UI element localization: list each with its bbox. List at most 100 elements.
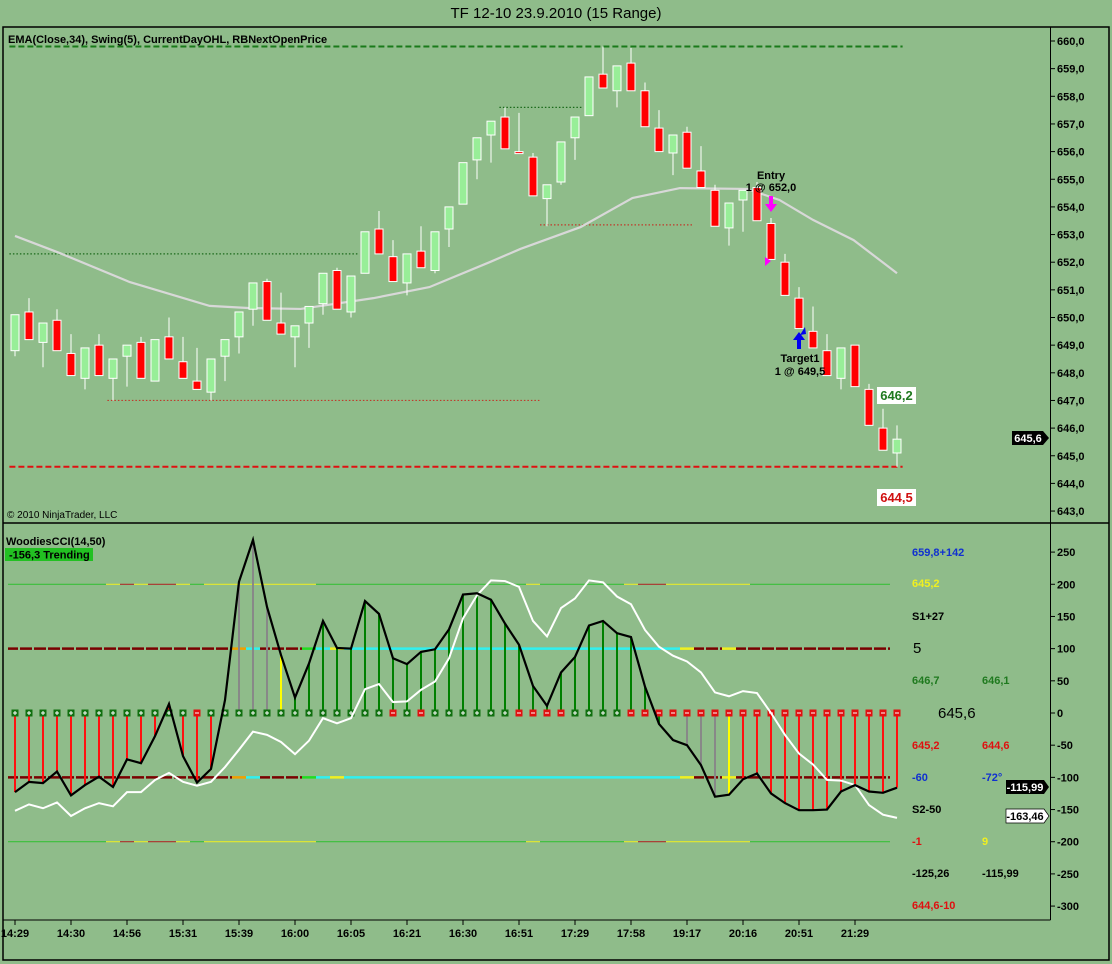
- cci-tick-label: -50: [1057, 740, 1073, 752]
- trend-status-badge: [5, 548, 93, 561]
- zero-marker-minus-icon: [781, 709, 789, 717]
- candle-body: [360, 231, 370, 274]
- cci-value-marker: -115,99: [1006, 780, 1049, 794]
- candle-body: [164, 336, 174, 360]
- zero-marker-plus-icon: [445, 709, 453, 717]
- zero-marker-plus-icon: [585, 709, 593, 717]
- cci-line: [14, 535, 898, 812]
- candle-down: [710, 184, 720, 227]
- price-tick-label: 660,0: [1057, 36, 1085, 48]
- time-tick-label: 20:16: [729, 928, 757, 940]
- trend-status: -156,3 Trending: [9, 550, 90, 562]
- zero-marker-plus-icon: [459, 709, 467, 717]
- entry-arrow-icon[interactable]: [765, 196, 777, 212]
- zero-marker-minus-icon: [515, 709, 523, 717]
- time-tick-label: 16:21: [393, 928, 421, 940]
- target-arrow-icon[interactable]: [793, 327, 806, 349]
- info-r7b: 644,6: [982, 740, 1010, 752]
- candle-body: [752, 187, 762, 222]
- zero-marker-plus-icon: [95, 709, 103, 717]
- price-tick-label: 657,0: [1057, 119, 1085, 131]
- zero-marker-minus-icon: [417, 709, 425, 717]
- tcci-line: [14, 579, 898, 819]
- candle-up: [430, 231, 440, 274]
- info-r8b: -72°: [982, 772, 1002, 784]
- candle-down: [696, 146, 706, 189]
- candle-down: [52, 309, 62, 352]
- candle-up: [220, 339, 230, 382]
- candle-body: [388, 256, 398, 283]
- candle-body: [528, 156, 538, 197]
- candle-body: [318, 272, 328, 305]
- candle-up: [304, 305, 314, 348]
- time-tick-label: 21:29: [841, 928, 869, 940]
- candle-up: [248, 282, 258, 326]
- candle-body: [66, 352, 76, 377]
- zero-marker-minus-icon: [557, 709, 565, 717]
- candle-body: [486, 120, 496, 136]
- ema-line: [14, 186, 898, 311]
- candle-body: [276, 322, 286, 335]
- info-r5b: 646,1: [982, 675, 1010, 687]
- time-tick-label: 16:00: [281, 928, 309, 940]
- candle-body: [94, 344, 104, 377]
- info-r9: S2-50: [912, 804, 941, 816]
- cci-tick-label: 0: [1057, 708, 1063, 720]
- candle-down: [654, 110, 664, 153]
- candle-up: [738, 189, 748, 232]
- price-tick-label: 650,0: [1057, 313, 1085, 325]
- time-tick-label: 14:29: [1, 928, 29, 940]
- zero-marker-plus-icon: [403, 709, 411, 717]
- candle-up: [122, 344, 132, 387]
- chart-title: TF 12-10 23.9.2010 (15 Range): [450, 5, 662, 22]
- candle-up: [150, 339, 160, 382]
- candle-down: [514, 112, 524, 155]
- time-tick-label: 17:29: [561, 928, 589, 940]
- zero-marker-plus-icon: [263, 709, 271, 717]
- zero-marker-minus-icon: [823, 709, 831, 717]
- candle-up: [206, 358, 216, 401]
- candle-down: [808, 306, 818, 349]
- zero-marker-plus-icon: [179, 709, 187, 717]
- info-r10a: -1: [912, 836, 922, 848]
- info-r5a: 646,7: [912, 675, 940, 687]
- cci-tick-label: -150: [1057, 805, 1079, 817]
- zero-marker-minus-icon: [795, 709, 803, 717]
- candle-body: [584, 76, 594, 117]
- indicator-label: EMA(Close,34), Swing(5), CurrentDayOHL, …: [8, 34, 327, 46]
- candle-down: [192, 347, 202, 390]
- cci-tick-label: 150: [1057, 611, 1075, 623]
- info-r12: 644,6-10: [912, 900, 955, 912]
- candle-down: [136, 336, 146, 379]
- candle-up: [556, 141, 566, 185]
- zero-marker-minus-icon: [543, 709, 551, 717]
- candle-down: [850, 344, 860, 388]
- candle-body: [472, 137, 482, 161]
- candle-up: [472, 137, 482, 180]
- candle-body: [794, 297, 804, 330]
- copyright: © 2010 NinjaTrader, LLC: [7, 510, 117, 521]
- candle-body: [122, 344, 132, 357]
- candle-body: [416, 250, 426, 269]
- candle-body: [500, 116, 510, 150]
- candle-down: [416, 226, 426, 269]
- price-tick-label: 654,0: [1057, 202, 1085, 214]
- info-r6: 645,6: [938, 705, 976, 722]
- candle-body: [654, 127, 664, 153]
- price-tick-label: 656,0: [1057, 147, 1085, 159]
- zero-marker-minus-icon: [655, 709, 663, 717]
- target-detail: 1 @ 649,5: [775, 366, 825, 378]
- cci-tick-label: 100: [1057, 644, 1075, 656]
- zero-marker-plus-icon: [347, 709, 355, 717]
- cci-tick-label: 250: [1057, 547, 1075, 559]
- info-r11a: -125,26: [912, 868, 949, 880]
- candle-down: [332, 267, 342, 310]
- candle-body: [402, 253, 412, 284]
- candle-body: [780, 261, 790, 296]
- zero-marker-plus-icon: [207, 709, 215, 717]
- candle-body: [710, 189, 720, 227]
- zero-marker-plus-icon: [333, 709, 341, 717]
- cci-tick-label: 200: [1057, 579, 1075, 591]
- candle-body: [724, 202, 734, 229]
